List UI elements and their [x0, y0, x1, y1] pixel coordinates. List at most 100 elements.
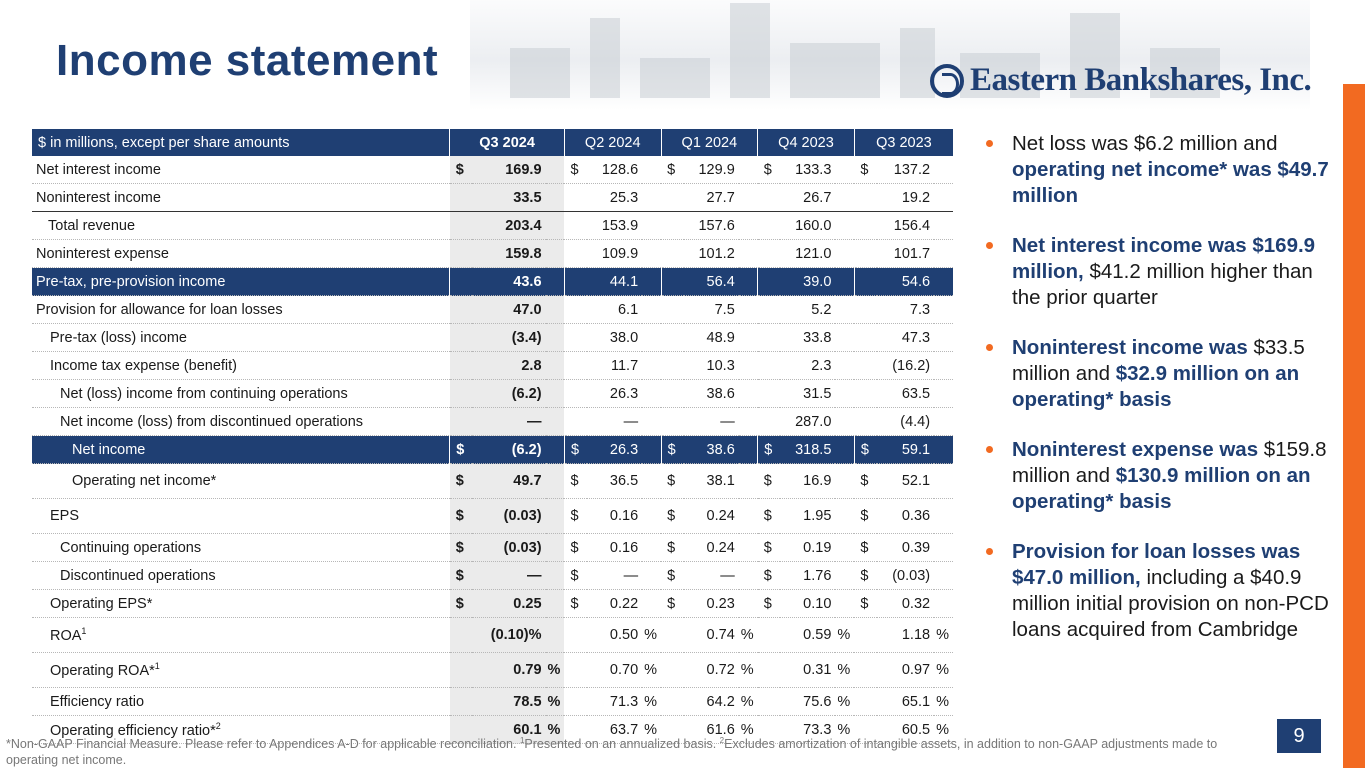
percent-cell [934, 156, 953, 184]
value-cell: 26.3 [586, 379, 643, 408]
summary-bullets: Net loss was $6.2 million and operating … [986, 131, 1336, 667]
percent-cell [835, 323, 855, 352]
dollar-sign-cell [854, 407, 877, 436]
page-title: Income statement [56, 36, 439, 85]
value-cell: 38.6 [683, 379, 739, 408]
value-cell: 0.70 [586, 652, 643, 688]
row-label-text: Net income [72, 441, 146, 458]
dollar-sign-cell: $ [757, 463, 781, 499]
row-label-text: Operating ROA* [50, 662, 155, 679]
value-cell: 78.5 [472, 687, 546, 716]
col-header: Q1 2024 [660, 129, 758, 156]
dollar-sign-cell [449, 211, 473, 240]
dollar-sign-cell [564, 379, 587, 408]
value-cell: 169.9 [472, 156, 546, 184]
row-label-text: Noninterest expense [36, 245, 169, 262]
value-cell: 0.16 [586, 498, 643, 534]
income-statement-table: $ in millions, except per share amounts … [32, 129, 953, 744]
dollar-sign-cell [564, 617, 587, 653]
dollar-sign-cell [449, 617, 473, 653]
percent-cell [738, 323, 758, 352]
dollar-sign-cell [854, 183, 877, 212]
value-cell: 159.8 [472, 239, 546, 268]
percent-cell [545, 435, 565, 464]
value-cell: 0.32 [876, 589, 935, 618]
value-cell: — [472, 561, 546, 590]
value-cell: 44.1 [586, 267, 643, 296]
dollar-sign-cell [757, 267, 781, 296]
percent-cell: % [835, 652, 855, 688]
dollar-sign-cell: $ [661, 533, 684, 562]
row-label-sup: 1 [81, 626, 87, 637]
percent-cell [934, 498, 953, 534]
bullet-text: operating net income* was $49.7 million [1012, 158, 1329, 207]
percent-cell [545, 561, 565, 590]
percent-cell [642, 533, 662, 562]
table-row: Pre-tax (loss) income (3.4) 38.0 48.9 33.8 47… [32, 323, 953, 352]
dollar-sign-cell: $ [661, 561, 684, 590]
dollar-sign-cell [661, 239, 684, 268]
percent-cell [835, 407, 855, 436]
dollar-sign-cell [563, 267, 587, 296]
dollar-sign-cell: $ [853, 435, 877, 464]
dollar-sign-cell: $ [563, 435, 587, 464]
value-cell: 0.31 [780, 652, 836, 688]
dollar-sign-cell: $ [449, 156, 473, 184]
value-cell: 75.6 [780, 687, 836, 716]
dollar-sign-cell [661, 211, 684, 240]
value-cell: 121.0 [780, 239, 836, 268]
dollar-sign-cell: $ [449, 589, 473, 618]
percent-cell: % [642, 617, 662, 653]
row-label-text: ROA [50, 627, 82, 644]
percent-cell [934, 407, 953, 436]
dollar-sign-cell [661, 407, 684, 436]
footnote-sup: 2 [719, 736, 725, 745]
row-label-text: Income tax expense (benefit) [50, 357, 237, 374]
value-cell: 2.3 [780, 351, 836, 380]
row-label: Net (loss) income from continuing operat… [32, 379, 450, 408]
dollar-sign-cell: $ [757, 498, 781, 534]
value-cell: 160.0 [780, 211, 836, 240]
percent-cell [545, 156, 565, 184]
dollar-sign-cell: $ [564, 589, 587, 618]
bullet-icon [986, 446, 993, 453]
percent-cell [642, 435, 662, 464]
percent-cell: % [545, 652, 565, 688]
dollar-sign-cell [757, 715, 781, 744]
row-label-text: Noninterest income [36, 189, 161, 206]
percent-cell [738, 351, 758, 380]
dollar-sign-cell [449, 267, 473, 296]
percent-cell [738, 561, 758, 590]
value-cell: (0.03) [472, 533, 546, 562]
value-cell: 33.8 [780, 323, 836, 352]
value-cell: 6.1 [586, 295, 643, 324]
logo-icon [930, 63, 964, 98]
value-cell: 63.5 [876, 379, 935, 408]
percent-cell: % [642, 687, 662, 716]
value-cell: 101.2 [683, 239, 739, 268]
dollar-sign-cell [757, 687, 781, 716]
value-cell: 0.39 [876, 533, 935, 562]
value-cell: 60.1 [472, 715, 546, 744]
value-cell: — [683, 561, 739, 590]
percent-cell [545, 533, 565, 562]
percent-cell [835, 239, 855, 268]
dollar-sign-cell [854, 687, 877, 716]
dollar-sign-cell [564, 211, 587, 240]
table-row: Net (loss) income from continuing operat… [32, 379, 953, 408]
row-label-sup: 2 [215, 720, 221, 731]
dollar-sign-cell [757, 407, 781, 436]
percent-cell: % [545, 687, 565, 716]
table-row: Operating net income* $49.7 $36.5 $38.1 $16.… [32, 463, 953, 499]
dollar-sign-cell: $ [757, 561, 781, 590]
value-cell: 0.50 [586, 617, 643, 653]
col-header: Q3 2024 [449, 129, 565, 156]
dollar-sign-cell: $ [661, 589, 684, 618]
dollar-sign-cell: $ [854, 463, 877, 499]
value-cell: 0.72 [683, 652, 739, 688]
bullet-icon [986, 344, 993, 351]
row-label: Operating net income* [32, 463, 450, 499]
bullet-item: Provision for loan losses was $47.0 mill… [986, 539, 1336, 643]
percent-cell [934, 379, 953, 408]
dollar-sign-cell: $ [564, 561, 587, 590]
